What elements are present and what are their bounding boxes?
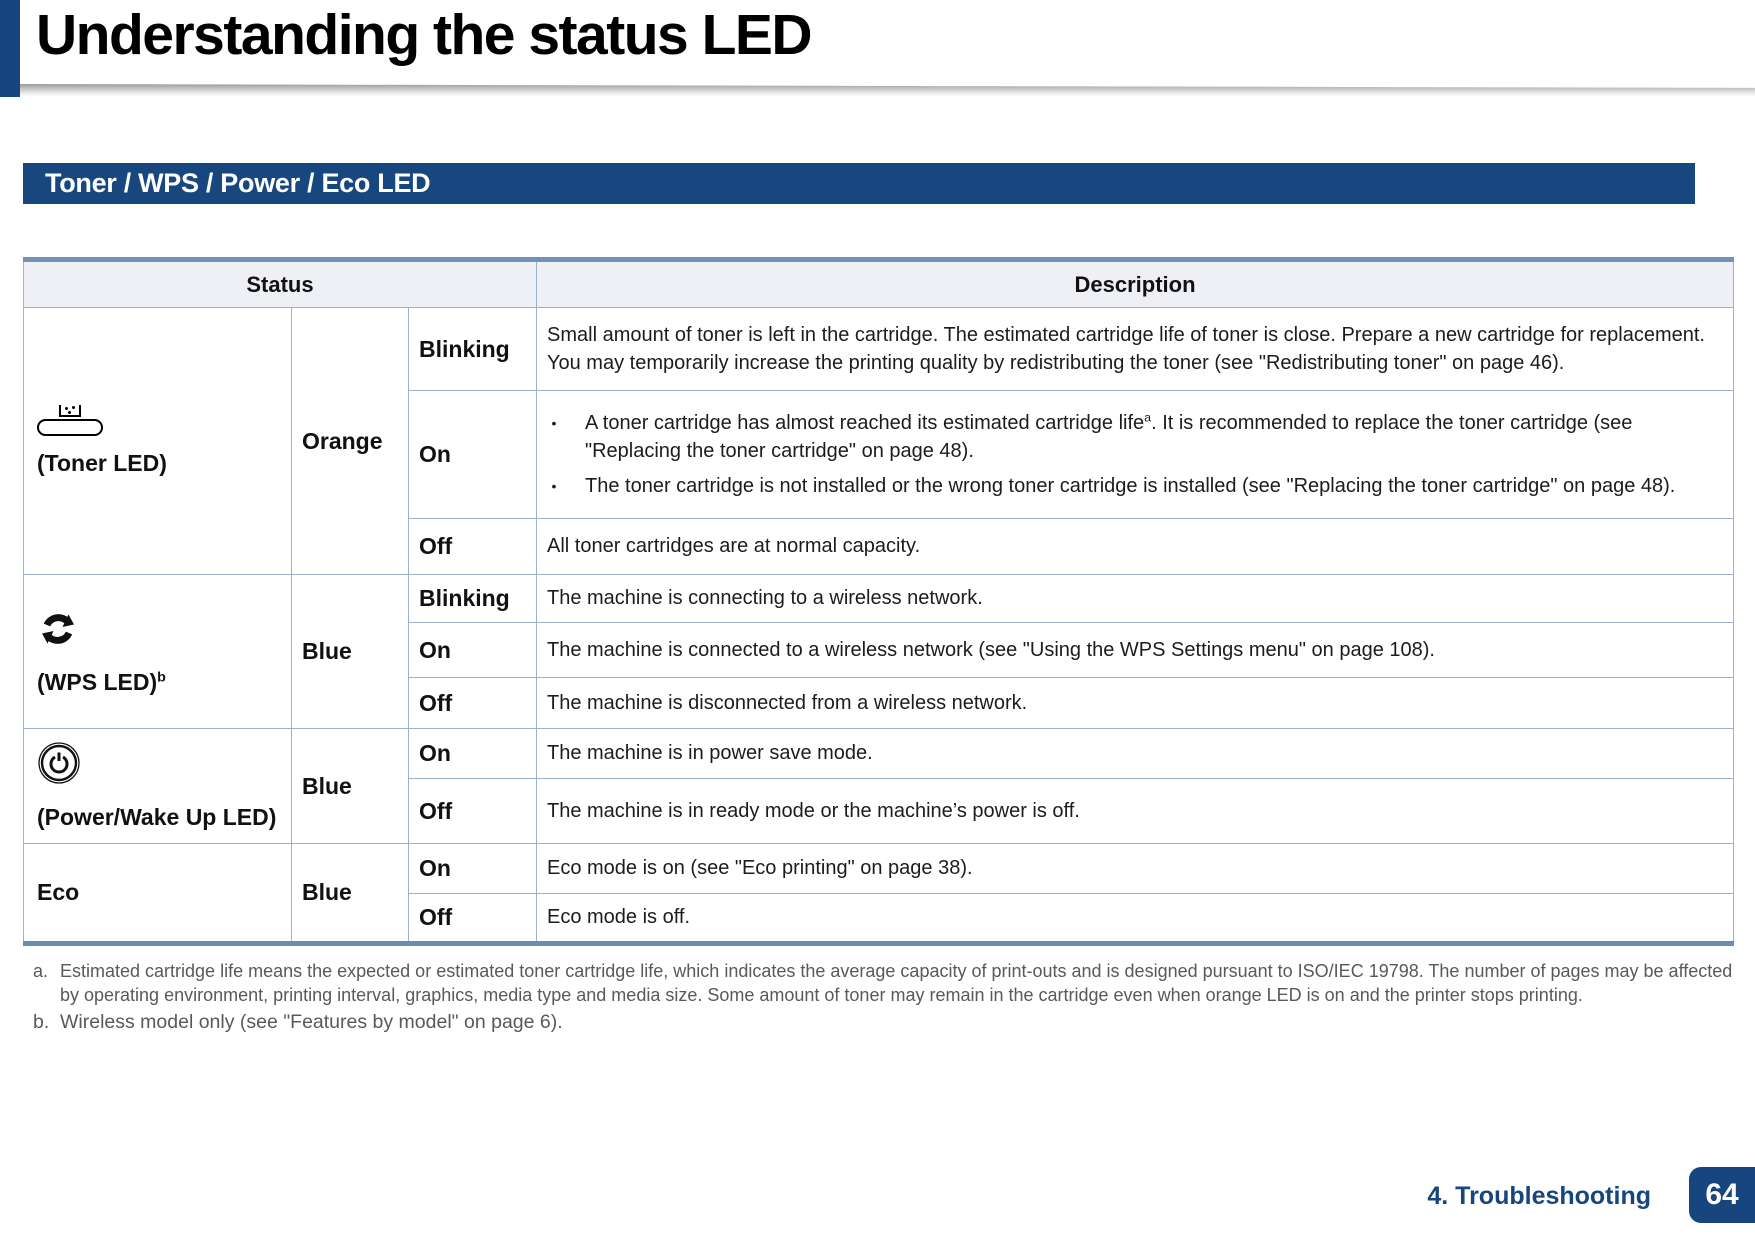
- wps-state-blinking: Blinking: [408, 574, 537, 623]
- toner-led-cell: (Toner LED): [23, 307, 292, 575]
- footnote-a-text: Estimated cartridge life means the expec…: [60, 961, 1733, 1005]
- footnote-b-marker: b.: [33, 1010, 50, 1033]
- toner-on-bullet-1: • A toner cartridge has almost reached i…: [547, 409, 1723, 466]
- wps-color: Blue: [291, 574, 409, 729]
- toner-state-blinking: Blinking: [408, 307, 537, 391]
- toner-off-description: All toner cartridges are at normal capac…: [536, 518, 1734, 575]
- toner-led-icon: [37, 405, 107, 436]
- toner-on-description: • A toner cartridge has almost reached i…: [536, 390, 1734, 519]
- section-banner: Toner / WPS / Power / Eco LED: [23, 163, 1695, 204]
- wps-on-description: The machine is connected to a wireless n…: [536, 622, 1734, 678]
- bullet-icon: •: [551, 477, 557, 494]
- title-accent-bar: [0, 0, 20, 97]
- wps-led-cell: (WPS LED)b: [23, 574, 292, 729]
- power-led-cell: (Power/Wake Up LED): [23, 728, 292, 844]
- eco-state-on: On: [408, 843, 537, 894]
- power-off-description: The machine is in ready mode or the mach…: [536, 778, 1734, 844]
- wps-blinking-description: The machine is connecting to a wireless …: [536, 574, 1734, 623]
- toner-color: Orange: [291, 307, 409, 575]
- power-state-off: Off: [408, 778, 537, 844]
- wps-off-description: The machine is disconnected from a wirel…: [536, 677, 1734, 729]
- footnote-ref-b: b: [157, 668, 166, 685]
- wps-led-label: (WPS LED)b: [37, 668, 166, 695]
- power-state-on: On: [408, 728, 537, 779]
- footnote-b: b. Wireless model only (see "Features by…: [33, 1009, 1739, 1036]
- page-title: Understanding the status LED: [36, 3, 813, 67]
- footnote-a-marker: a.: [33, 961, 49, 981]
- footnote-ref-a: a: [1144, 410, 1152, 425]
- toner-blinking-description: Small amount of toner is left in the car…: [536, 307, 1734, 391]
- power-led-label: (Power/Wake Up LED): [37, 804, 277, 830]
- eco-state-off: Off: [408, 893, 537, 944]
- toner-led-label: (Toner LED): [37, 450, 167, 476]
- title-shadow-band: [20, 84, 1755, 97]
- footer-chapter-label: 4. Troubleshooting: [1427, 1182, 1651, 1210]
- page-number-box: 64: [1689, 1167, 1755, 1223]
- footnote-b-text: Wireless model only (see "Features by mo…: [60, 1010, 563, 1033]
- toner-state-on: On: [408, 390, 537, 519]
- eco-off-description: Eco mode is off.: [536, 893, 1734, 944]
- toner-on-bullet-2: • The toner cartridge is not installed o…: [547, 472, 1723, 500]
- wps-sync-arrows-icon: [42, 613, 74, 644]
- eco-color: Blue: [291, 843, 409, 944]
- status-column-header: Status: [23, 259, 537, 308]
- power-on-description: The machine is in power save mode.: [536, 728, 1734, 779]
- footnote-a: a. Estimated cartridge life means the ex…: [33, 960, 1739, 1008]
- eco-label: Eco: [37, 879, 80, 905]
- eco-cell: Eco: [23, 843, 292, 944]
- bullet-icon: •: [551, 414, 557, 431]
- description-column-header: Description: [536, 259, 1734, 308]
- wps-state-off: Off: [408, 677, 537, 729]
- power-color: Blue: [291, 728, 409, 844]
- led-status-table-wrap: Status Description (Toner LED) Orange B: [23, 257, 1734, 946]
- wps-state-on: On: [408, 622, 537, 678]
- toner-state-off: Off: [408, 518, 537, 575]
- section-title: Toner / WPS / Power / Eco LED: [45, 168, 431, 198]
- power-button-icon: [38, 742, 80, 784]
- footnotes: a. Estimated cartridge life means the ex…: [33, 960, 1739, 1036]
- led-status-table: Status Description (Toner LED) Orange B: [23, 257, 1734, 946]
- page-number: 64: [1705, 1178, 1739, 1211]
- eco-on-description: Eco mode is on (see "Eco printing" on pa…: [536, 843, 1734, 894]
